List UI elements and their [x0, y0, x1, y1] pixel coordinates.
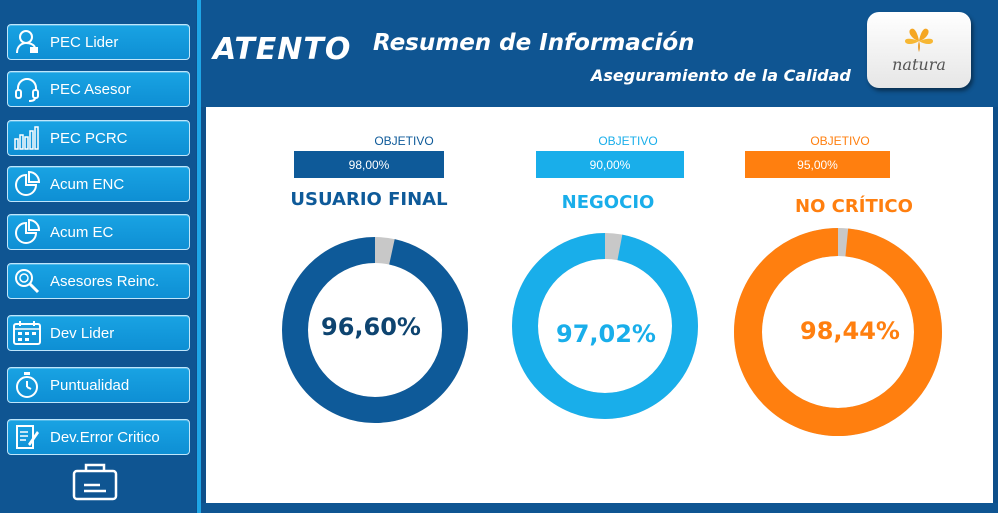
- objective-label: OBJETIVO: [810, 134, 870, 148]
- sidebar-item-label: PEC Asesor: [50, 80, 131, 98]
- card-icon[interactable]: [72, 463, 118, 501]
- donut-chart: [734, 228, 942, 436]
- donut-chart: [282, 237, 468, 423]
- sidebar-item-label: Dev Lider: [50, 324, 115, 342]
- sidebar-item-puntualidad[interactable]: Puntualidad: [7, 367, 190, 403]
- category-title: NO CRÍTICO: [795, 196, 913, 217]
- headset-icon: [12, 74, 42, 104]
- magnifier-icon: [12, 266, 42, 296]
- sidebar-item-pec-asesor[interactable]: PEC Asesor: [7, 71, 190, 107]
- sidebar-item-label: Acum ENC: [50, 175, 125, 193]
- bar-chart-icon: [12, 123, 42, 153]
- page-subtitle: Aseguramiento de la Calidad: [591, 66, 851, 85]
- kpi-value: 97,02%: [556, 320, 656, 348]
- category-title: NEGOCIO: [561, 192, 655, 213]
- donut-value-ring: [734, 228, 942, 436]
- natura-logo: natura: [867, 12, 971, 88]
- sidebar-item-label: PEC Lider: [50, 33, 119, 51]
- panel-usuario-final: OBJETIVO 98,00% USUARIO FINAL 96,60%: [282, 107, 514, 503]
- pie-chart-icon: [12, 217, 42, 247]
- kpi-value: 98,44%: [800, 317, 900, 345]
- sidebar-item-dev-error-critico[interactable]: Dev.Error Critico: [7, 419, 190, 455]
- donut-chart: [512, 233, 698, 419]
- calendar-icon: [12, 318, 42, 348]
- category-title: USUARIO FINAL: [290, 189, 448, 210]
- panel-negocio: OBJETIVO 90,00% NEGOCIO 97,02%: [512, 107, 756, 503]
- natura-wordmark: natura: [892, 54, 946, 74]
- sidebar-item-acum-ec[interactable]: Acum EC: [7, 214, 190, 250]
- objective-value: 98,00%: [294, 151, 444, 178]
- sidebar-item-pec-lider[interactable]: PEC Lider: [7, 24, 190, 60]
- sidebar-divider: [197, 0, 201, 513]
- objective-value: 90,00%: [536, 151, 684, 178]
- stopwatch-icon: [12, 370, 42, 400]
- sidebar-item-pec-pcrc[interactable]: PEC PCRC: [7, 120, 190, 156]
- edit-document-icon: [12, 422, 42, 452]
- sidebar-item-acum-enc[interactable]: Acum ENC: [7, 166, 190, 202]
- sidebar-item-label: Asesores Reinc.: [50, 272, 160, 290]
- user-lock-icon: [12, 27, 42, 57]
- sidebar-item-label: PEC PCRC: [50, 129, 128, 147]
- sidebar-item-label: Puntualidad: [50, 376, 130, 394]
- footer-band: [201, 503, 998, 513]
- sidebar-item-asesores-reinc[interactable]: Asesores Reinc.: [7, 263, 190, 299]
- objective-value: 95,00%: [745, 151, 890, 178]
- sidebar-item-dev-lider[interactable]: Dev Lider: [7, 315, 190, 351]
- donut-value-ring: [512, 233, 698, 419]
- header: ATENTO Resumen de Información Aseguramie…: [201, 0, 998, 107]
- sidebar: PEC Lider PEC Asesor PEC PCRC Acum ENC A…: [0, 0, 196, 513]
- donut-value-ring: [282, 237, 468, 423]
- main-panel: OBJETIVO 98,00% USUARIO FINAL 96,60% OBJ…: [206, 107, 993, 503]
- sidebar-item-label: Dev.Error Critico: [50, 428, 160, 446]
- objective-label: OBJETIVO: [598, 134, 658, 148]
- panel-no-critico: OBJETIVO 95,00% NO CRÍTICO 98,44%: [734, 107, 965, 503]
- atento-logo: ATENTO: [213, 32, 352, 67]
- natura-flower-icon: [905, 28, 933, 52]
- objective-label: OBJETIVO: [374, 134, 434, 148]
- page-title: Resumen de Información: [373, 30, 695, 56]
- pie-chart-icon: [12, 169, 42, 199]
- kpi-value: 96,60%: [321, 313, 421, 341]
- sidebar-item-label: Acum EC: [50, 223, 114, 241]
